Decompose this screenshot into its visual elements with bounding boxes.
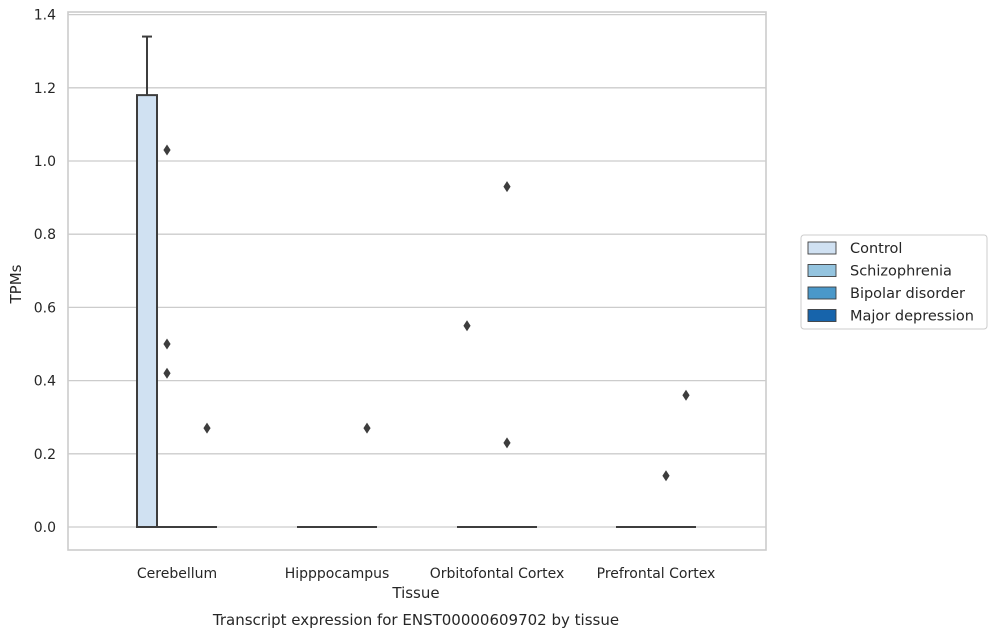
box-schizophrenia [157, 144, 177, 528]
outlier-point [363, 422, 371, 434]
y-tick-label: 0.2 [34, 447, 56, 463]
outlier-point [163, 144, 171, 156]
outlier-point [662, 470, 670, 482]
box-control [136, 35, 158, 529]
plot-frame [67, 11, 767, 551]
x-axis-label: Tissue [391, 584, 439, 602]
legend: Control Schizophrenia Bipolar disorder Majo… [800, 234, 988, 330]
y-tick-label: 1.0 [34, 154, 56, 170]
y-tick-label: 0.6 [34, 300, 56, 316]
box-major-depression [197, 422, 217, 528]
box-control [457, 320, 477, 528]
legend-frame [800, 234, 988, 330]
x-tick-label: Cerebellum [137, 566, 217, 582]
legend-swatch [807, 264, 837, 277]
y-tick-labels: 0.0 0.2 0.4 0.6 0.8 1.0 1.2 1.4 [34, 8, 56, 536]
outlier-point [203, 422, 211, 434]
outlier-point [682, 389, 690, 401]
y-axis-label: TPMs [7, 264, 25, 304]
outlier-point [163, 338, 171, 350]
y-tick-label: 1.2 [34, 81, 56, 97]
legend-swatch [807, 286, 837, 300]
x-tick-label: Orbitofontal Cortex [430, 566, 565, 582]
box-major-depression [676, 389, 696, 528]
outlier-point [503, 437, 511, 449]
box-marks [136, 35, 696, 529]
legend-label: Bipolar disorder [850, 286, 965, 302]
chart-caption: Transcript expression for ENST0000060970… [212, 611, 619, 629]
y-tick-label: 0.8 [34, 227, 56, 243]
legend-label: Schizophrenia [850, 264, 952, 280]
legend-label: Major depression [850, 309, 974, 325]
box-bipolar-disorder [497, 181, 517, 528]
box-body [136, 94, 158, 529]
outlier-point [503, 181, 511, 193]
box-bipolar-disorder [656, 470, 676, 528]
legend-label: Control [850, 241, 902, 257]
y-tick-label: 0.0 [34, 520, 56, 536]
x-tick-labels: Cerebellum Hipppocampus Orbitofontal Corte… [137, 566, 715, 582]
outlier-point [163, 367, 171, 379]
legend-swatch [807, 309, 837, 322]
y-tick-label: 0.4 [34, 374, 56, 390]
x-tick-label: Prefrontal Cortex [597, 566, 716, 582]
legend-swatch [807, 241, 837, 255]
outlier-point [463, 320, 471, 332]
x-tick-label: Hipppocampus [285, 566, 390, 582]
box-major-depression [357, 422, 377, 528]
y-tick-label: 1.4 [34, 8, 56, 24]
